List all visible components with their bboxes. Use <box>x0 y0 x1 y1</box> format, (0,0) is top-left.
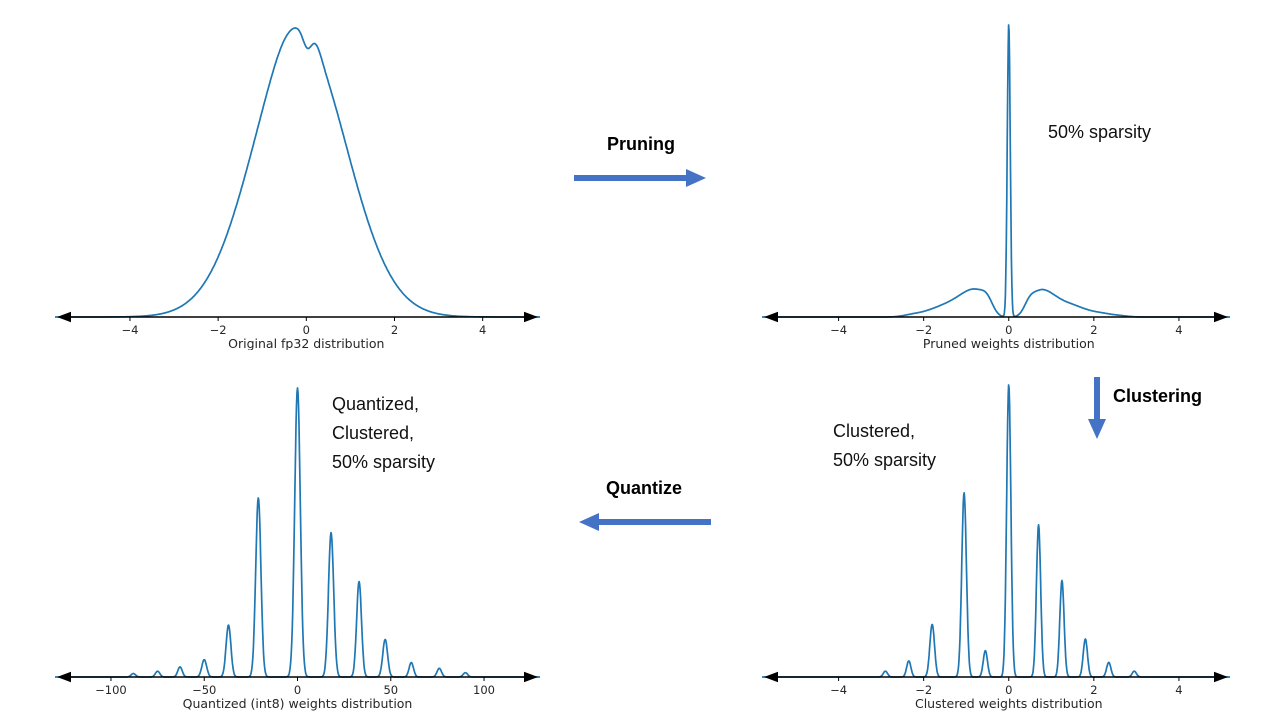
x-tick-label: 50 <box>383 683 398 697</box>
pruned-weights-chart: −4 −2 0 2 4 Pruned weights distribution <box>761 10 1231 351</box>
quantized-int8-weights-chart: −100 −50 0 50 100 Quantized (int8) weights di… <box>54 375 541 720</box>
x-tick-label: −2 <box>210 323 227 337</box>
x-axis-left-arrowhead <box>764 311 778 323</box>
x-axis-left-arrowhead <box>57 311 71 323</box>
x-axis-title: Pruned weights distribution <box>923 336 1095 350</box>
x-tick-label: 0 <box>303 323 310 337</box>
density-curve <box>761 24 1231 318</box>
quantized-annotation: Quantized, Clustered, 50% sparsity <box>332 394 436 472</box>
x-tick-label: −4 <box>121 323 138 337</box>
x-axis-right-arrowhead <box>524 671 538 683</box>
x-axis-title: Original fp32 distribution <box>228 336 384 350</box>
pruned-weights-plot: −4 −2 0 2 4 Pruned weights distribution <box>761 24 1231 351</box>
quantize-arrow <box>579 513 711 531</box>
quantize-label: Quantize <box>605 478 682 498</box>
clustered-annotation: Clustered, 50% sparsity <box>833 421 937 470</box>
x-axis-title: Clustered weights distribution <box>915 696 1103 711</box>
clustered-weights-chart: −4 −2 0 2 4 Clustered weights distribution <box>761 375 1231 720</box>
x-tick-label: 0 <box>1005 323 1012 337</box>
x-tick-label: 2 <box>1090 683 1097 697</box>
x-tick-label: 0 <box>294 683 301 697</box>
x-axis-right-arrowhead <box>524 311 538 323</box>
x-axis-right-arrowhead <box>1214 311 1228 323</box>
left-arrow-shape <box>579 513 711 531</box>
x-tick-label: 4 <box>479 323 486 337</box>
original-fp32-chart: −4 −2 0 2 4 Original fp32 distribution <box>54 10 541 351</box>
x-axis-title: Quantized (int8) weights distribution <box>183 696 413 711</box>
x-tick-label: 4 <box>1175 323 1182 337</box>
x-tick-label: −50 <box>192 683 216 697</box>
down-arrow-shape <box>1088 377 1106 439</box>
x-tick-label: −4 <box>830 323 847 337</box>
x-tick-label: 4 <box>1175 683 1182 697</box>
pruning-label: Pruning <box>607 134 675 154</box>
x-axis-left-arrowhead <box>764 671 778 683</box>
x-tick-label: −2 <box>915 323 932 337</box>
x-tick-label: −2 <box>915 683 932 697</box>
x-tick-label: −100 <box>95 683 127 697</box>
clustering-arrow <box>1088 377 1106 439</box>
sparsity-annotation: 50% sparsity <box>1048 122 1152 142</box>
x-tick-label: 2 <box>1090 323 1097 337</box>
x-tick-label: −4 <box>830 683 847 697</box>
x-axis-right-arrowhead <box>1214 671 1228 683</box>
density-curve <box>54 27 541 318</box>
quantized-int8-weights-plot: −100 −50 0 50 100 Quantized (int8) weights di… <box>54 387 541 711</box>
density-curve <box>54 387 541 678</box>
x-tick-label: 0 <box>1005 683 1012 697</box>
clustered-weights-plot: −4 −2 0 2 4 Clustered weights distribution <box>761 384 1231 711</box>
x-axis-left-arrowhead <box>57 671 71 683</box>
original-fp32-plot: −4 −2 0 2 4 Original fp32 distribution <box>54 27 541 351</box>
right-arrow-shape <box>574 169 706 187</box>
pruning-arrow <box>574 169 706 187</box>
x-tick-label: 100 <box>473 683 495 697</box>
x-tick-label: 2 <box>391 323 398 337</box>
clustering-label: Clustering <box>1113 386 1203 406</box>
